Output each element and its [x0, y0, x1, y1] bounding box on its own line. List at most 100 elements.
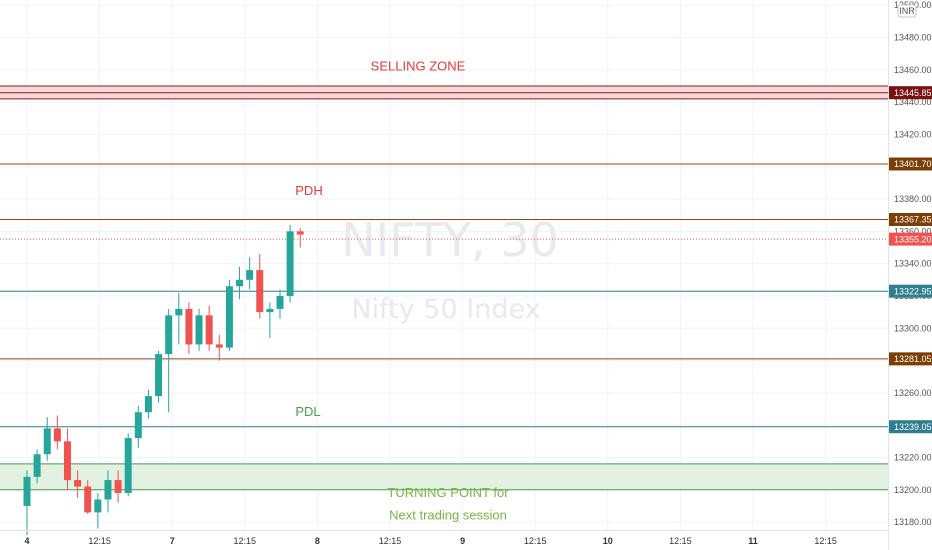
candle[interactable]	[286, 224, 294, 303]
candle-body	[286, 231, 294, 296]
annotation-label: Next trading session	[389, 508, 507, 523]
candle[interactable]	[266, 302, 274, 338]
candle-body	[256, 270, 264, 313]
candle[interactable]	[246, 257, 254, 290]
candle-body	[266, 308, 274, 313]
candle[interactable]	[144, 389, 152, 419]
time-axis[interactable]: 4 12:15 7 12:15 8 12:15 9 12:15 10 12:15 11 12:15	[0, 530, 888, 547]
x-tick-label: 12:15	[669, 536, 692, 546]
candle[interactable]	[155, 350, 163, 403]
level-badge-bg	[889, 420, 932, 434]
price-axis[interactable]: 13180.0013200.0013220.0013240.0013260.00…	[888, 0, 932, 550]
candle[interactable]	[84, 480, 92, 515]
candle-body	[165, 315, 173, 355]
level-badge-bg	[889, 212, 932, 226]
watermark: NIFTY, 30 Nifty 50 Index	[341, 213, 559, 325]
level-badge-bg	[889, 157, 932, 171]
y-tick-label: 13200.00	[894, 485, 932, 495]
candle[interactable]	[23, 470, 31, 535]
candle-body	[296, 231, 304, 235]
candle-body	[276, 295, 284, 309]
candle[interactable]	[205, 305, 213, 351]
candle-body	[246, 270, 254, 280]
x-tick-label: 12:15	[379, 536, 402, 546]
candle-body	[134, 412, 142, 439]
candle[interactable]	[124, 433, 132, 497]
currency-label: INR	[899, 6, 915, 16]
candle-body	[225, 286, 233, 348]
annotation-label: PDL	[295, 404, 320, 419]
current-price-badge: 13355.20	[894, 234, 932, 244]
candle-body	[155, 354, 163, 397]
candle[interactable]	[296, 228, 304, 248]
level-badge: 13322.95	[894, 286, 932, 296]
level-badge: 13401.70	[894, 159, 932, 169]
candle-body	[43, 428, 51, 455]
candle[interactable]	[195, 308, 203, 351]
x-tick-label: 12:15	[234, 536, 257, 546]
y-tick-label: 13260.00	[894, 388, 932, 398]
y-tick-label: 13300.00	[894, 323, 932, 333]
candle[interactable]	[63, 428, 71, 490]
x-tick-label: 12:15	[524, 536, 547, 546]
candle-body	[185, 308, 193, 345]
candle-body	[74, 480, 82, 487]
level-badge: 13445.85	[894, 88, 932, 98]
candle[interactable]	[175, 292, 183, 345]
candle[interactable]	[215, 334, 223, 361]
candle[interactable]	[94, 493, 102, 529]
candle[interactable]	[114, 470, 122, 503]
x-tick-label: 11	[748, 536, 758, 546]
y-tick-label: 13440.00	[894, 97, 932, 107]
candle[interactable]	[104, 470, 112, 513]
candle[interactable]	[134, 405, 142, 448]
annotation-label: SELLING ZONE	[371, 59, 466, 74]
currency-badge[interactable]: INR	[897, 4, 917, 18]
candle[interactable]	[256, 253, 264, 319]
zones	[0, 85, 888, 491]
candle[interactable]	[225, 279, 233, 351]
annotation-label: PDH	[295, 183, 322, 198]
x-tick-label: 10	[603, 536, 613, 546]
annotation-label: TURNING POINT for	[387, 485, 509, 500]
watermark-name: Nifty 50 Index	[351, 294, 540, 325]
level-badge: 13281.05	[894, 354, 932, 364]
annotations: SELLING ZONE PDH PDL TURNING POINT for Next …	[295, 59, 509, 523]
candle-body	[124, 438, 132, 494]
candle[interactable]	[276, 289, 284, 319]
candle-body	[23, 476, 31, 506]
candle[interactable]	[185, 302, 193, 355]
watermark-symbol: NIFTY, 30	[341, 213, 559, 267]
candle[interactable]	[165, 308, 173, 413]
candle[interactable]	[236, 266, 244, 300]
candle[interactable]	[33, 449, 41, 484]
grid	[0, 0, 888, 530]
y-tick-label: 13380.00	[894, 194, 932, 204]
y-tick-label: 13180.00	[894, 517, 932, 527]
candle-body	[215, 344, 223, 348]
candle-body	[144, 396, 152, 413]
candle-body	[53, 428, 61, 442]
x-tick-label: 9	[460, 536, 465, 546]
y-tick-label: 13460.00	[894, 65, 932, 75]
x-tick-label: 7	[170, 536, 175, 546]
candle[interactable]	[43, 417, 51, 461]
x-tick-label: 12:15	[814, 536, 837, 546]
candle-body	[114, 480, 122, 494]
candle-body	[84, 486, 92, 513]
candle[interactable]	[74, 470, 82, 498]
levels	[0, 92, 888, 428]
level-badge-bg	[889, 86, 932, 100]
y-tick-label: 13480.00	[894, 33, 932, 43]
candle[interactable]	[53, 415, 61, 450]
candle-body	[94, 499, 102, 513]
candle-body	[236, 279, 244, 287]
candle-body	[175, 308, 183, 316]
current-price-badge-bg	[889, 232, 932, 246]
candle-body	[63, 441, 71, 481]
candles[interactable]	[23, 224, 304, 535]
candle-body	[205, 315, 213, 345]
x-tick-label: 4	[24, 536, 29, 546]
